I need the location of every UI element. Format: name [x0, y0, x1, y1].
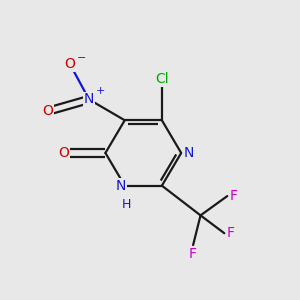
Text: N: N [184, 146, 194, 160]
Text: O: O [42, 104, 53, 118]
Text: +: + [96, 86, 105, 96]
Text: O: O [64, 57, 75, 71]
Text: −: − [76, 53, 86, 63]
Text: N: N [116, 179, 126, 193]
Text: Cl: Cl [155, 72, 169, 86]
Text: H: H [122, 199, 131, 212]
Text: O: O [58, 146, 69, 160]
Text: F: F [230, 189, 238, 203]
Text: F: F [189, 247, 197, 261]
Text: N: N [84, 92, 94, 106]
Text: F: F [227, 226, 235, 240]
